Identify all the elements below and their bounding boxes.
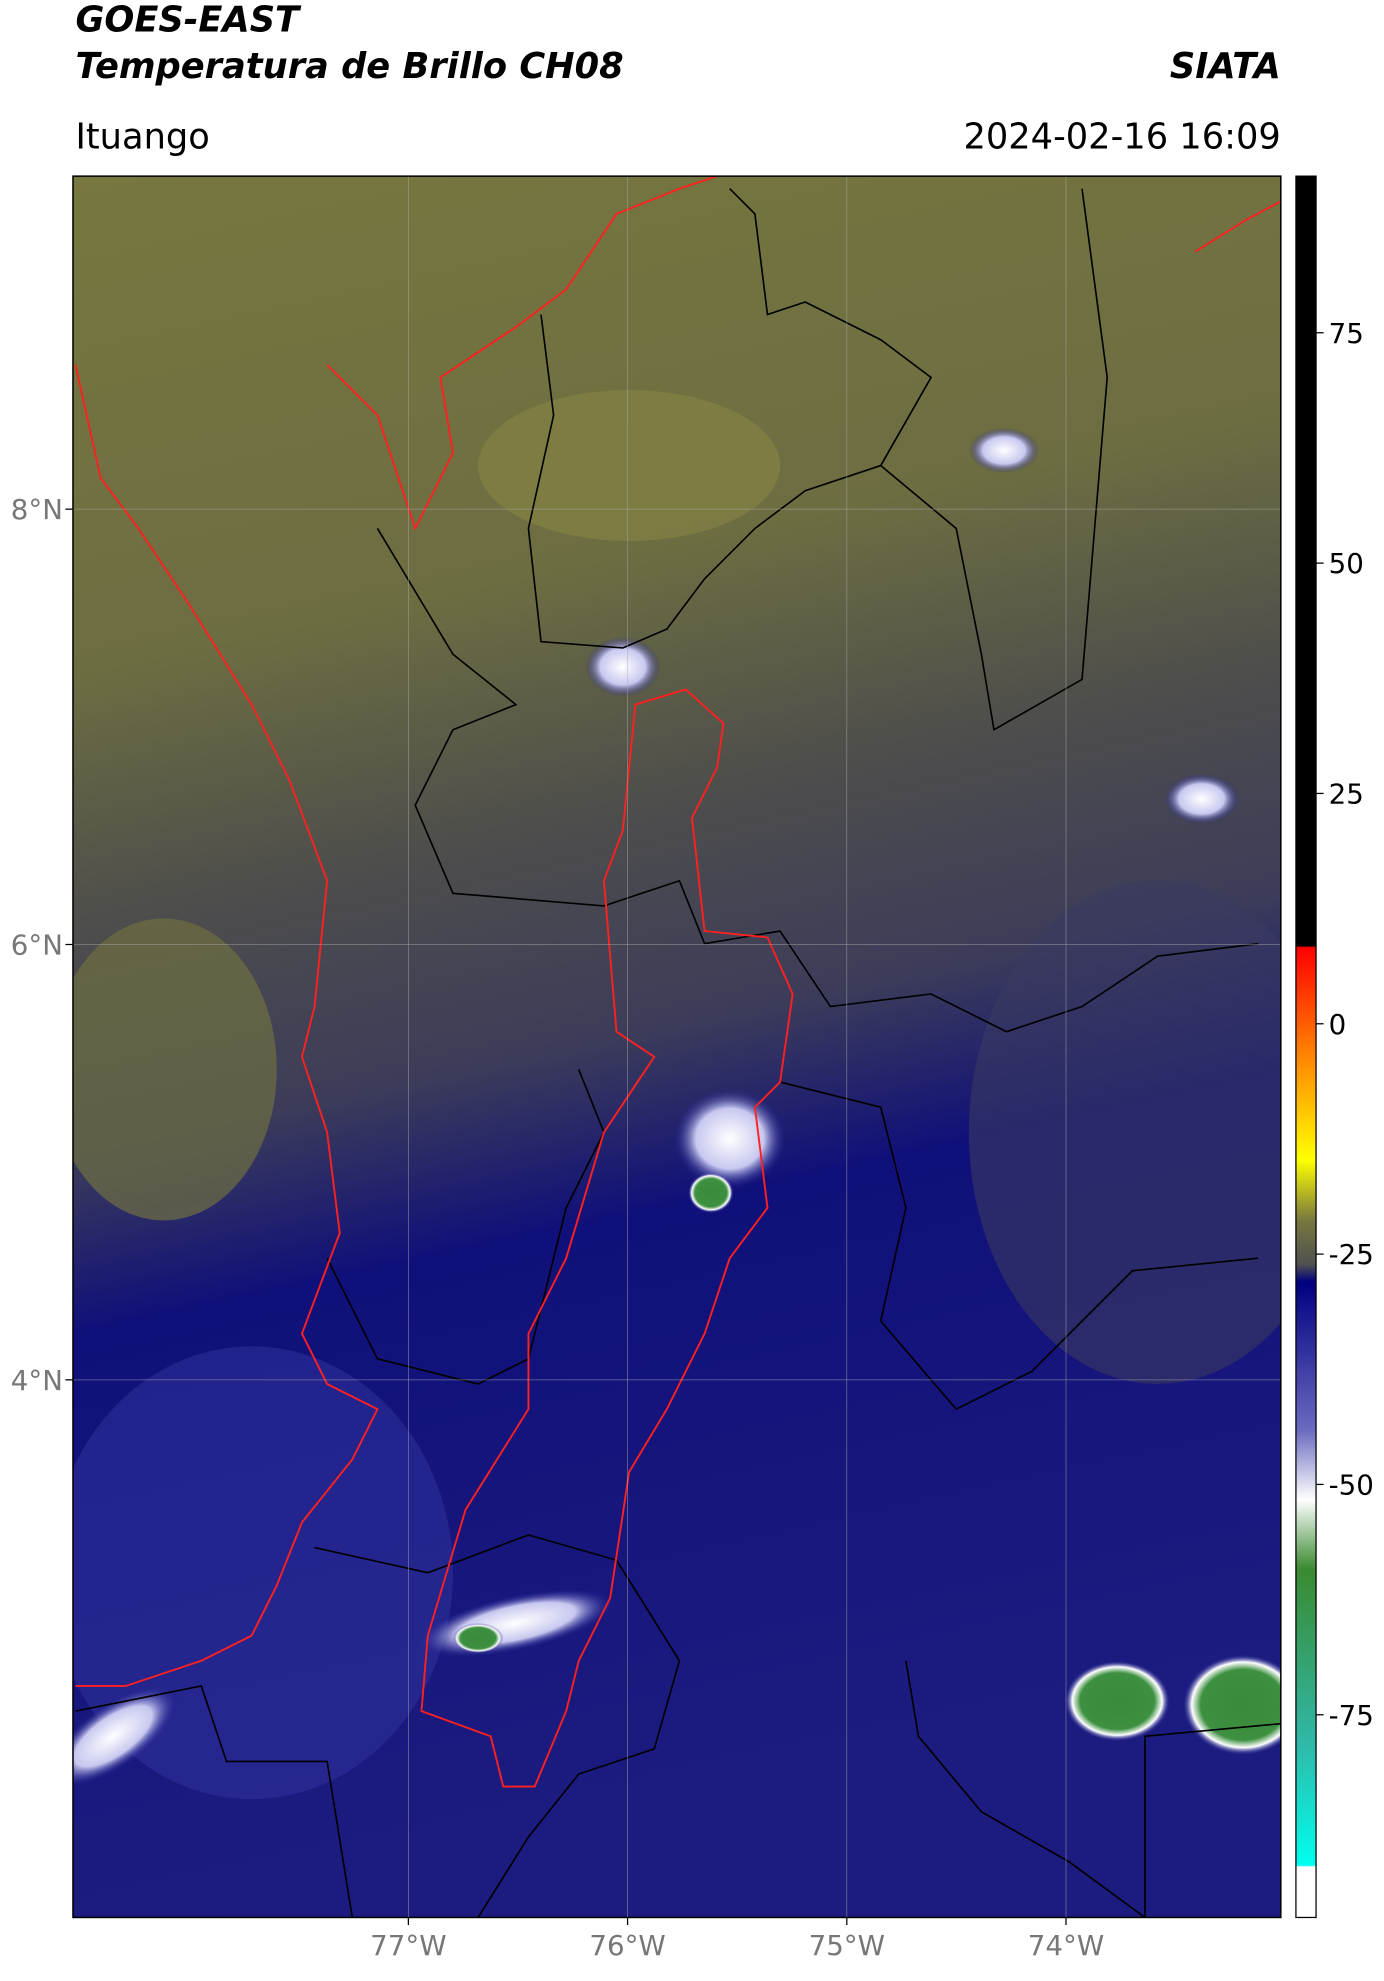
colorbar (1295, 175, 1317, 1919)
datetime: 2024-02-16 16:09 (963, 116, 1280, 157)
colorbar-tick-label: -25 (1329, 1238, 1374, 1271)
colorbar-tick-label: 0 (1329, 1008, 1347, 1041)
colorbar-tick-label: 75 (1329, 317, 1364, 350)
colorbar-tick-label: -75 (1329, 1699, 1374, 1732)
subtitle: Temperatura de Brillo CH08 (75, 46, 623, 87)
y-tick-label: 4°N (11, 1364, 63, 1397)
title: GOES-EAST (75, 0, 302, 40)
y-tick-label: 8°N (11, 493, 63, 526)
y-tick-label: 6°N (11, 929, 63, 962)
x-tick-label: 74°W (1028, 1929, 1104, 1962)
colorbar-tick-label: 25 (1329, 778, 1364, 811)
agency: SIATA (1170, 46, 1281, 87)
map-frame (72, 175, 1282, 1919)
location: Ituango (75, 116, 209, 157)
satellite-image (72, 176, 1281, 1918)
x-tick-label: 76°W (589, 1929, 665, 1962)
x-tick-label: 75°W (809, 1929, 885, 1962)
colorbar-tick-label: 50 (1329, 547, 1364, 580)
colorbar-tick-label: -50 (1329, 1469, 1374, 1502)
x-tick-label: 77°W (370, 1929, 446, 1962)
